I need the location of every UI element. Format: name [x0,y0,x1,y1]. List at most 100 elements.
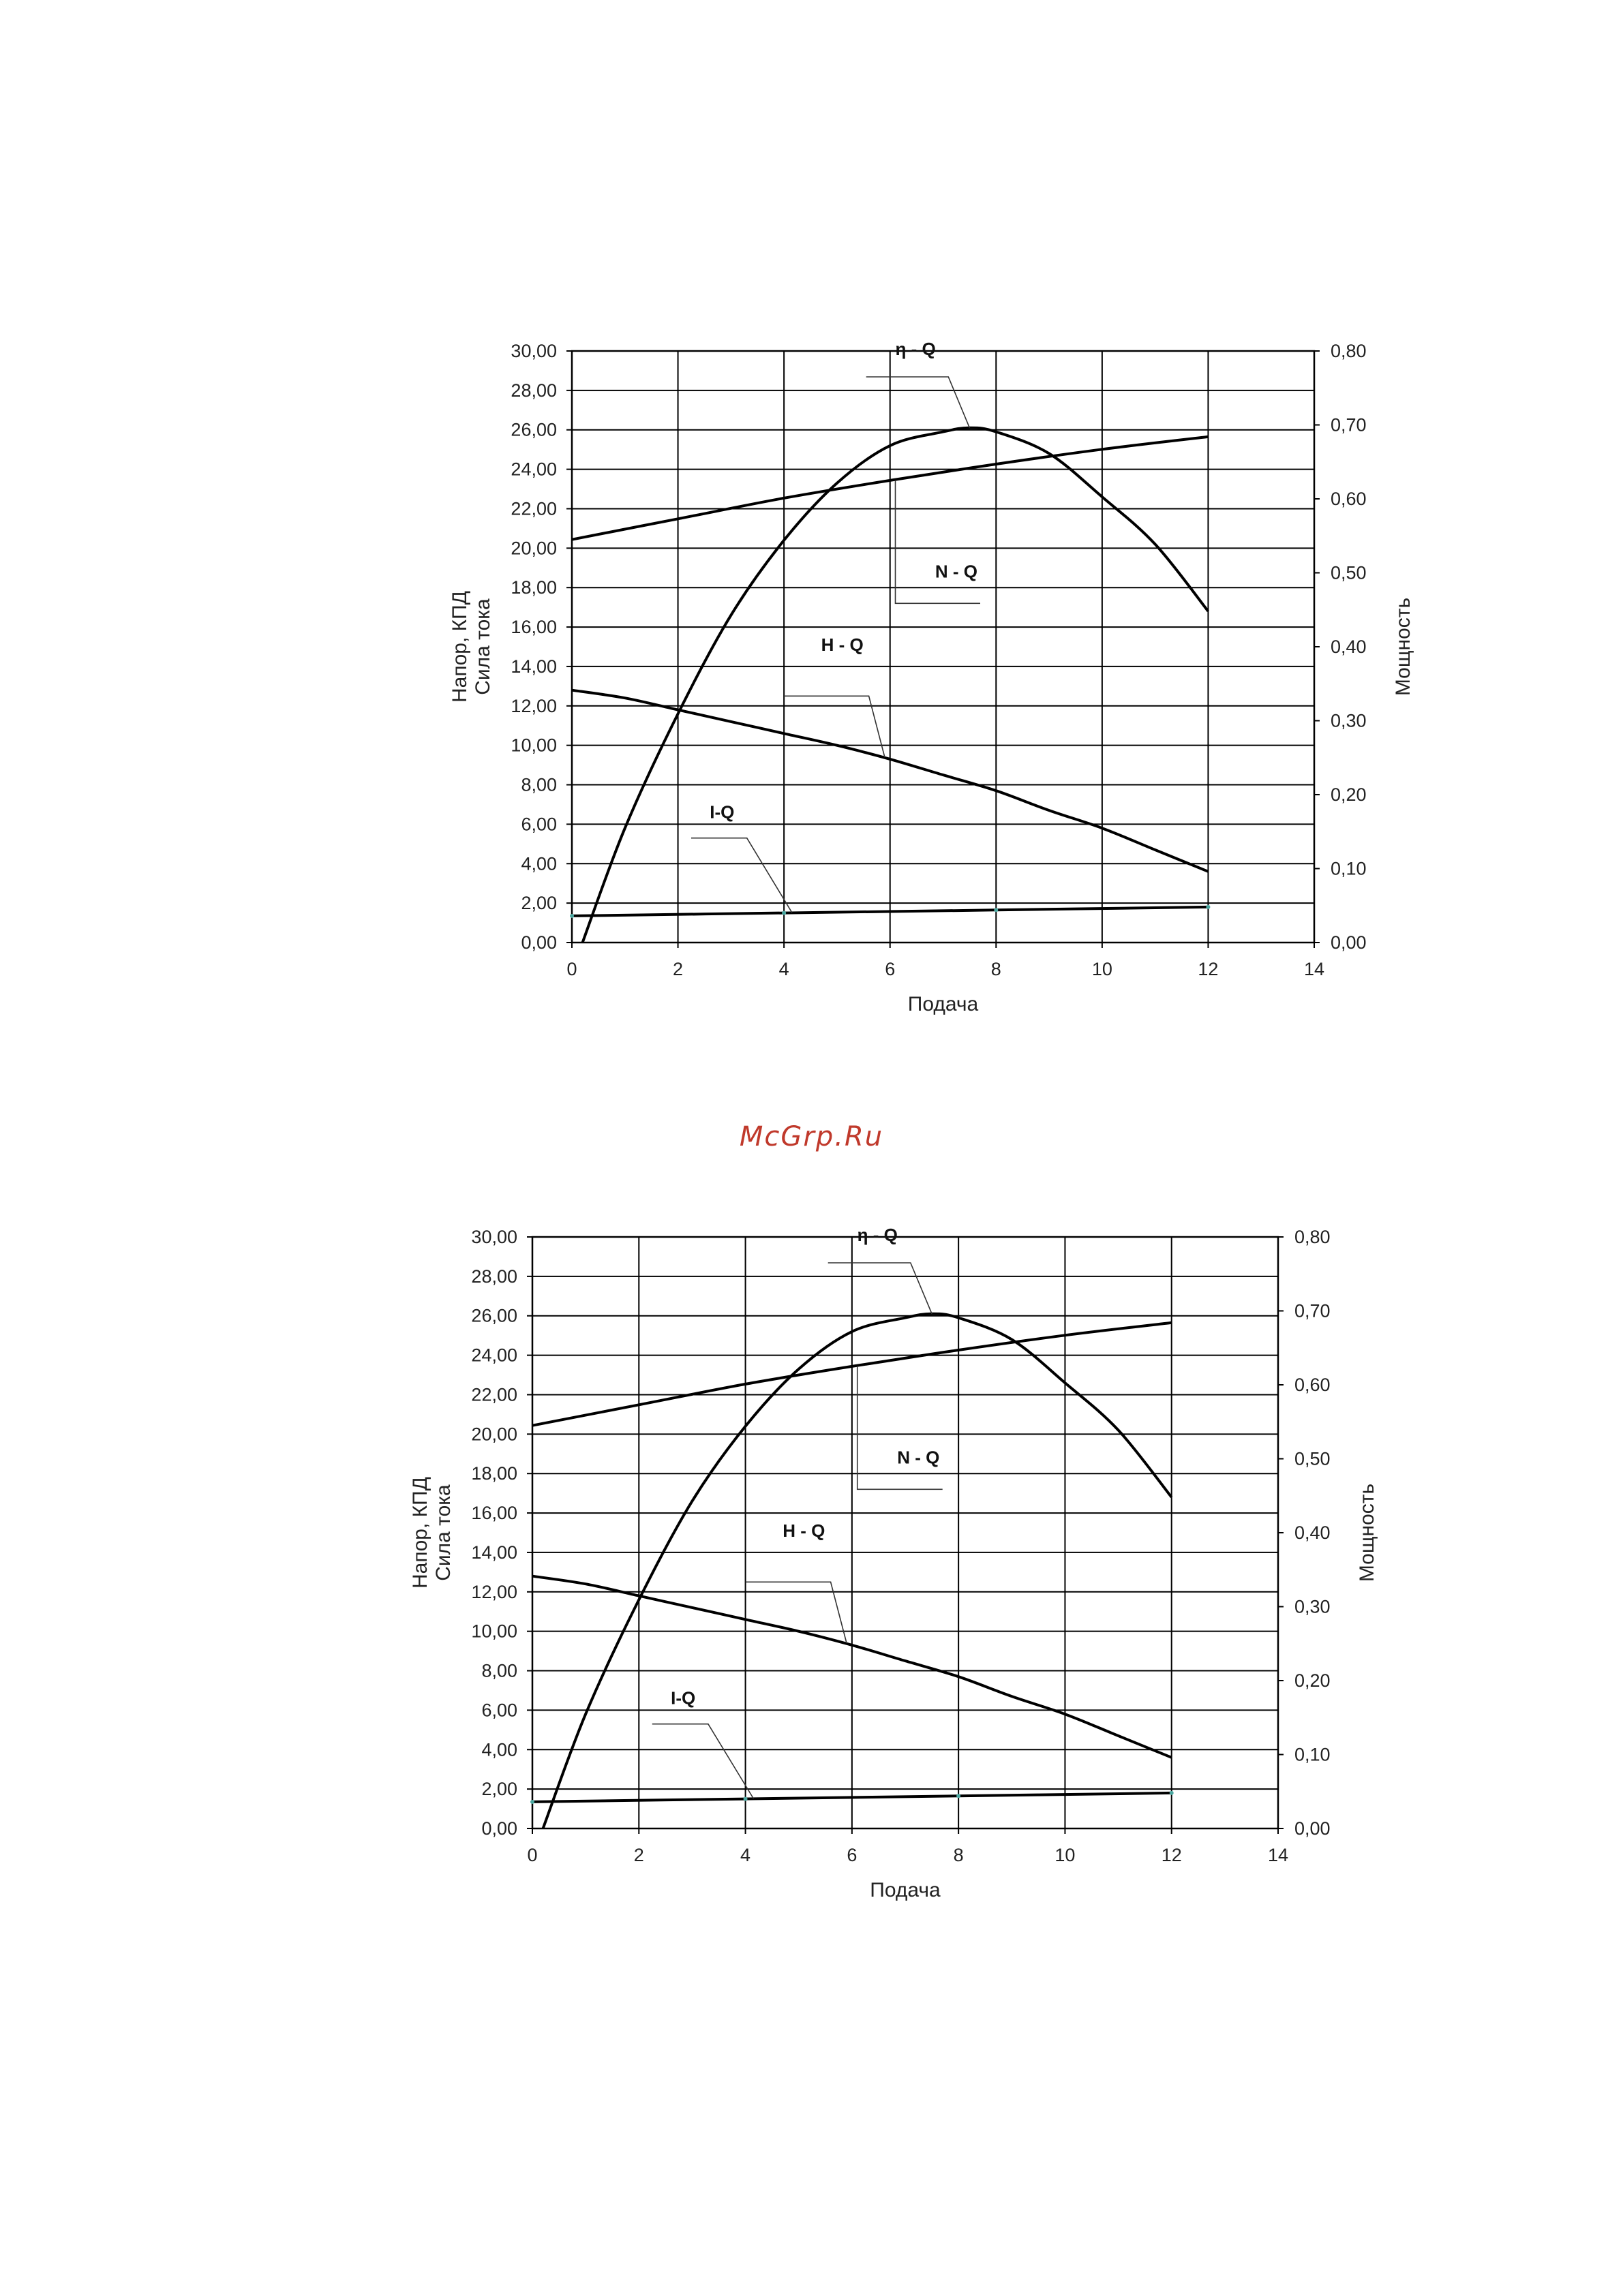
pump-chart-top: 0,00 2,00 4,00 6,00 8,00 10,00 12,00 14,00 16,00… [449,341,1414,1015]
y-tick-label: 6,00 [521,814,557,834]
y2-tick-label: 0,60 [1331,489,1367,509]
y-tick-label: 12,00 [511,696,557,716]
y-axis-title-line: Сила тока [472,598,494,695]
watermark-text: McGrp.Ru [739,1121,884,1152]
x-tick-label: 2 [673,959,683,979]
x-tick-label: 0 [527,1845,537,1865]
y-tick-label: 24,00 [511,459,557,480]
i-q-leader-line [691,837,793,913]
n-q-leader-line [856,1366,943,1490]
y-tick-label: 8,00 [481,1661,517,1681]
y2-tick-label: 0,60 [1294,1375,1331,1395]
x-tick-label: 0 [566,959,577,979]
y2-tick-label: 0,10 [1294,1745,1331,1765]
x-tick-label: 6 [885,959,895,979]
y-axis-title-line: Сила тока [432,1484,455,1581]
i-q-label: I-Q [671,1688,695,1709]
h-q-leader-line [784,695,885,758]
y-tick-label: 24,00 [471,1345,517,1366]
eta-q-leader-line [866,376,971,429]
y-tick-label: 18,00 [511,577,557,598]
y-tick-label: 16,00 [471,1503,517,1523]
x-tick-label: 12 [1198,959,1218,979]
y2-tick-label: 0,20 [1294,1670,1331,1691]
x-tick-label: 4 [779,959,789,979]
y-tick-label: 14,00 [471,1542,517,1563]
n-q-label: N - Q [935,562,977,582]
y2-tick-label: 0,00 [1331,932,1367,953]
y-tick-label: 20,00 [511,538,557,558]
y2-tick-label: 0,80 [1294,1227,1331,1247]
i-q-point [530,1799,534,1804]
x-tick-label: 14 [1304,959,1324,979]
y-axis-title-line: Напор, КПД [449,591,471,703]
y-tick-label: 28,00 [471,1266,517,1287]
y2-tick-label: 0,40 [1331,637,1367,657]
y2-tick-label: 0,30 [1331,711,1367,731]
y2-tick-label: 0,70 [1294,1301,1331,1321]
y-axis-title-line: Напор, КПД [409,1477,431,1589]
y-tick-label: 16,00 [511,617,557,637]
pump-chart-bottom: 0,00 2,00 4,00 6,00 8,00 10,00 12,00 14,00 16,00… [409,1227,1378,1901]
x-tick-label: 14 [1268,1845,1288,1865]
y-tick-label: 20,00 [471,1424,517,1444]
y2-tick-label: 0,70 [1331,415,1367,435]
eta-q-leader-line [828,1262,932,1315]
h-q-label: H - Q [783,1520,825,1541]
y-tick-label: 30,00 [471,1227,517,1247]
i-q-label: I-Q [710,802,734,823]
y2-tick-label: 0,50 [1294,1449,1331,1469]
x-tick-label: 12 [1162,1845,1182,1865]
x-tick-label: 8 [954,1845,964,1865]
i-q-point [782,910,787,915]
i-q-leader-line [652,1723,754,1799]
x-tick-label: 4 [740,1845,750,1865]
y-tick-label: 10,00 [511,735,557,756]
i-q-point [1169,1790,1174,1795]
y2-axis-title: Мощность [1356,1484,1378,1582]
i-q-point [994,908,999,913]
y-tick-label: 30,00 [511,341,557,361]
y-tick-label: 22,00 [471,1384,517,1405]
i-q-point [956,1794,961,1798]
n-q-label: N - Q [897,1448,939,1468]
y-tick-label: 26,00 [471,1306,517,1326]
n-q-leader-line [894,480,980,604]
x-axis-title: Подача [870,1879,941,1901]
y2-tick-label: 0,10 [1331,859,1367,879]
y2-tick-label: 0,20 [1331,784,1367,805]
y2-tick-label: 0,30 [1294,1597,1331,1617]
y-tick-label: 0,00 [481,1818,517,1839]
y2-axis-title: Мощность [1392,598,1414,696]
y-tick-label: 28,00 [511,380,557,401]
plot-frame [531,1236,1279,1830]
x-tick-label: 6 [847,1845,857,1865]
y2-tick-label: 0,80 [1331,341,1367,361]
h-q-label: H - Q [821,634,864,655]
y-tick-label: 2,00 [521,893,557,913]
x-tick-label: 10 [1055,1845,1075,1865]
i-q-point [743,1796,748,1801]
x-axis-title: Подача [908,993,979,1015]
y-tick-label: 4,00 [521,853,557,874]
y2-tick-label: 0,40 [1294,1522,1331,1543]
n-q-curve [532,1321,1172,1427]
h-q-curve [532,1574,1172,1759]
eta-q-curve [541,1312,1173,1829]
x-tick-label: 8 [991,959,1001,979]
eta-q-label: η - Q [858,1227,898,1245]
y-tick-label: 22,00 [511,498,557,519]
y-tick-label: 18,00 [471,1463,517,1484]
h-q-leader-line [745,1581,847,1644]
y-tick-label: 14,00 [511,656,557,677]
i-q-point [570,913,574,918]
y2-tick-label: 0,50 [1331,563,1367,583]
y-tick-label: 4,00 [481,1739,517,1760]
eta-q-curve [581,426,1209,943]
x-tick-label: 2 [634,1845,644,1865]
eta-q-label: η - Q [895,341,935,359]
y-tick-label: 8,00 [521,775,557,795]
y-tick-label: 12,00 [471,1582,517,1602]
i-q-curve [532,1791,1172,1803]
y-tick-label: 0,00 [521,932,557,953]
